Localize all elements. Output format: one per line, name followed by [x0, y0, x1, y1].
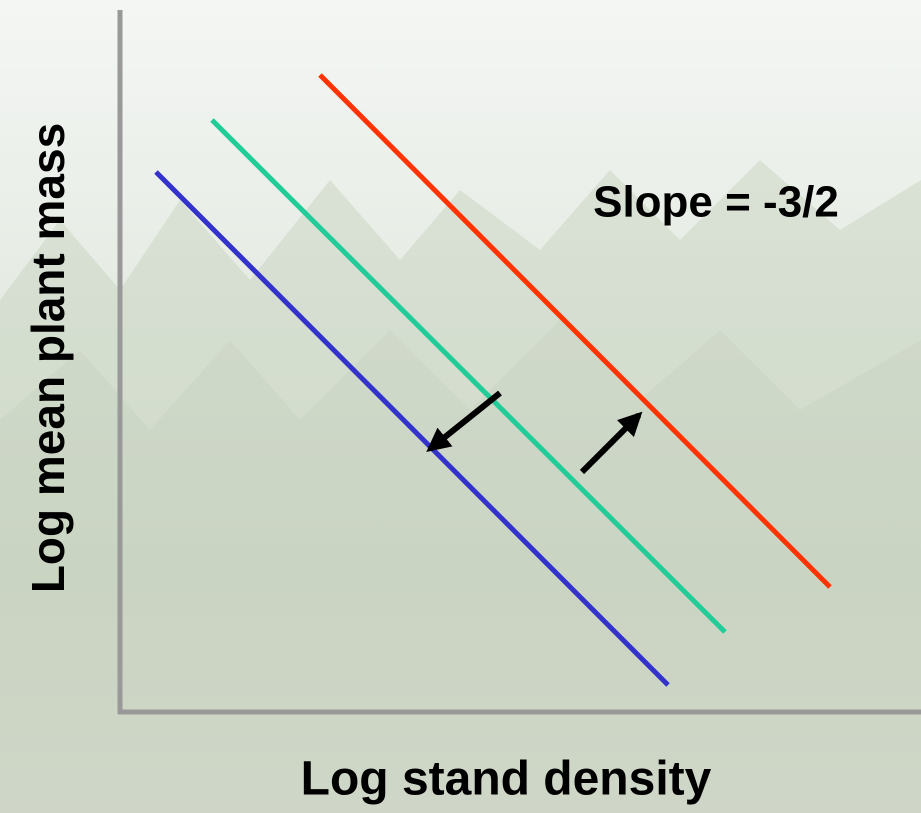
page: Slope = -3/2 Log mean plant mass Log sta…: [0, 0, 921, 813]
x-axis-label: Log stand density: [301, 753, 712, 806]
slope-annotation: Slope = -3/2: [593, 178, 839, 227]
y-axis-label: Log mean plant mass: [22, 123, 74, 593]
diagram: Slope = -3/2 Log mean plant mass Log sta…: [0, 0, 921, 813]
